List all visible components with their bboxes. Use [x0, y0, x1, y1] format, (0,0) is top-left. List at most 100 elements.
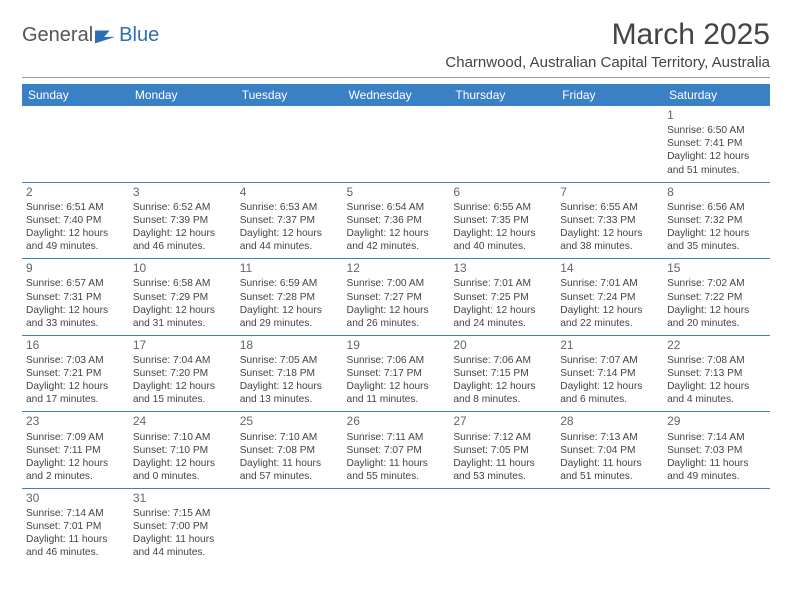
calendar-cell — [22, 106, 129, 182]
daylight-text: Daylight: 12 hours — [347, 380, 446, 393]
calendar-cell: 3Sunrise: 6:52 AMSunset: 7:39 PMDaylight… — [129, 182, 236, 259]
daylight-text: and 49 minutes. — [667, 470, 766, 483]
daylight-text: and 22 minutes. — [560, 317, 659, 330]
sunrise-text: Sunrise: 7:10 AM — [133, 431, 232, 444]
weekday-header: Thursday — [449, 84, 556, 106]
sunset-text: Sunset: 7:31 PM — [26, 291, 125, 304]
weekday-header-row: Sunday Monday Tuesday Wednesday Thursday… — [22, 84, 770, 106]
logo-text-general: General — [22, 24, 93, 47]
sunrise-text: Sunrise: 7:01 AM — [560, 277, 659, 290]
flag-icon — [95, 28, 117, 44]
calendar-row: 30Sunrise: 7:14 AMSunset: 7:01 PMDayligh… — [22, 488, 770, 564]
sunset-text: Sunset: 7:18 PM — [240, 367, 339, 380]
daylight-text: Daylight: 12 hours — [240, 304, 339, 317]
sunrise-text: Sunrise: 6:54 AM — [347, 201, 446, 214]
sunset-text: Sunset: 7:10 PM — [133, 444, 232, 457]
day-number: 7 — [560, 185, 659, 200]
daylight-text: Daylight: 12 hours — [453, 227, 552, 240]
daylight-text: Daylight: 11 hours — [560, 457, 659, 470]
daylight-text: and 44 minutes. — [240, 240, 339, 253]
daylight-text: Daylight: 12 hours — [560, 380, 659, 393]
weekday-header: Sunday — [22, 84, 129, 106]
sunset-text: Sunset: 7:03 PM — [667, 444, 766, 457]
sunrise-text: Sunrise: 7:08 AM — [667, 354, 766, 367]
calendar-cell: 10Sunrise: 6:58 AMSunset: 7:29 PMDayligh… — [129, 259, 236, 336]
daylight-text: and 15 minutes. — [133, 393, 232, 406]
daylight-text: Daylight: 12 hours — [560, 304, 659, 317]
sunrise-text: Sunrise: 7:09 AM — [26, 431, 125, 444]
sunset-text: Sunset: 7:05 PM — [453, 444, 552, 457]
sunset-text: Sunset: 7:29 PM — [133, 291, 232, 304]
sunset-text: Sunset: 7:33 PM — [560, 214, 659, 227]
calendar-cell — [343, 106, 450, 182]
sunrise-text: Sunrise: 7:06 AM — [347, 354, 446, 367]
daylight-text: and 44 minutes. — [133, 546, 232, 559]
daylight-text: and 0 minutes. — [133, 470, 232, 483]
sunrise-text: Sunrise: 7:07 AM — [560, 354, 659, 367]
sunset-text: Sunset: 7:20 PM — [133, 367, 232, 380]
sunrise-text: Sunrise: 7:06 AM — [453, 354, 552, 367]
weekday-header: Wednesday — [343, 84, 450, 106]
calendar-row: 9Sunrise: 6:57 AMSunset: 7:31 PMDaylight… — [22, 259, 770, 336]
sunrise-text: Sunrise: 7:11 AM — [347, 431, 446, 444]
sunrise-text: Sunrise: 6:59 AM — [240, 277, 339, 290]
day-number: 31 — [133, 491, 232, 506]
sunset-text: Sunset: 7:39 PM — [133, 214, 232, 227]
daylight-text: and 8 minutes. — [453, 393, 552, 406]
sunrise-text: Sunrise: 7:13 AM — [560, 431, 659, 444]
calendar-row: 1Sunrise: 6:50 AMSunset: 7:41 PMDaylight… — [22, 106, 770, 182]
daylight-text: Daylight: 11 hours — [26, 533, 125, 546]
daylight-text: and 20 minutes. — [667, 317, 766, 330]
calendar-table: Sunday Monday Tuesday Wednesday Thursday… — [22, 84, 770, 564]
sunrise-text: Sunrise: 7:15 AM — [133, 507, 232, 520]
daylight-text: Daylight: 12 hours — [133, 304, 232, 317]
calendar-cell: 8Sunrise: 6:56 AMSunset: 7:32 PMDaylight… — [663, 182, 770, 259]
sunrise-text: Sunrise: 7:00 AM — [347, 277, 446, 290]
calendar-cell: 5Sunrise: 6:54 AMSunset: 7:36 PMDaylight… — [343, 182, 450, 259]
calendar-cell — [663, 488, 770, 564]
calendar-cell: 1Sunrise: 6:50 AMSunset: 7:41 PMDaylight… — [663, 106, 770, 182]
calendar-row: 2Sunrise: 6:51 AMSunset: 7:40 PMDaylight… — [22, 182, 770, 259]
sunrise-text: Sunrise: 6:53 AM — [240, 201, 339, 214]
sunset-text: Sunset: 7:41 PM — [667, 137, 766, 150]
daylight-text: Daylight: 12 hours — [453, 380, 552, 393]
daylight-text: and 40 minutes. — [453, 240, 552, 253]
daylight-text: Daylight: 11 hours — [347, 457, 446, 470]
daylight-text: and 55 minutes. — [347, 470, 446, 483]
divider — [22, 77, 770, 78]
sunrise-text: Sunrise: 7:02 AM — [667, 277, 766, 290]
sunset-text: Sunset: 7:25 PM — [453, 291, 552, 304]
daylight-text: and 26 minutes. — [347, 317, 446, 330]
day-number: 18 — [240, 338, 339, 353]
calendar-cell: 27Sunrise: 7:12 AMSunset: 7:05 PMDayligh… — [449, 412, 556, 489]
sunset-text: Sunset: 7:35 PM — [453, 214, 552, 227]
day-number: 8 — [667, 185, 766, 200]
sunrise-text: Sunrise: 7:04 AM — [133, 354, 232, 367]
daylight-text: Daylight: 11 hours — [133, 533, 232, 546]
day-number: 25 — [240, 414, 339, 429]
sunrise-text: Sunrise: 6:52 AM — [133, 201, 232, 214]
weekday-header: Tuesday — [236, 84, 343, 106]
weekday-header: Friday — [556, 84, 663, 106]
daylight-text: and 13 minutes. — [240, 393, 339, 406]
calendar-cell — [236, 488, 343, 564]
daylight-text: Daylight: 12 hours — [26, 457, 125, 470]
day-number: 1 — [667, 108, 766, 123]
sunrise-text: Sunrise: 6:58 AM — [133, 277, 232, 290]
daylight-text: Daylight: 11 hours — [453, 457, 552, 470]
weekday-header: Saturday — [663, 84, 770, 106]
sunrise-text: Sunrise: 6:50 AM — [667, 124, 766, 137]
daylight-text: and 35 minutes. — [667, 240, 766, 253]
calendar-cell: 20Sunrise: 7:06 AMSunset: 7:15 PMDayligh… — [449, 335, 556, 412]
day-number: 5 — [347, 185, 446, 200]
daylight-text: Daylight: 12 hours — [133, 227, 232, 240]
sunset-text: Sunset: 7:07 PM — [347, 444, 446, 457]
daylight-text: and 11 minutes. — [347, 393, 446, 406]
daylight-text: Daylight: 12 hours — [133, 380, 232, 393]
daylight-text: and 53 minutes. — [453, 470, 552, 483]
sunset-text: Sunset: 7:11 PM — [26, 444, 125, 457]
daylight-text: and 49 minutes. — [26, 240, 125, 253]
calendar-cell: 26Sunrise: 7:11 AMSunset: 7:07 PMDayligh… — [343, 412, 450, 489]
calendar-cell — [449, 106, 556, 182]
daylight-text: Daylight: 12 hours — [453, 304, 552, 317]
